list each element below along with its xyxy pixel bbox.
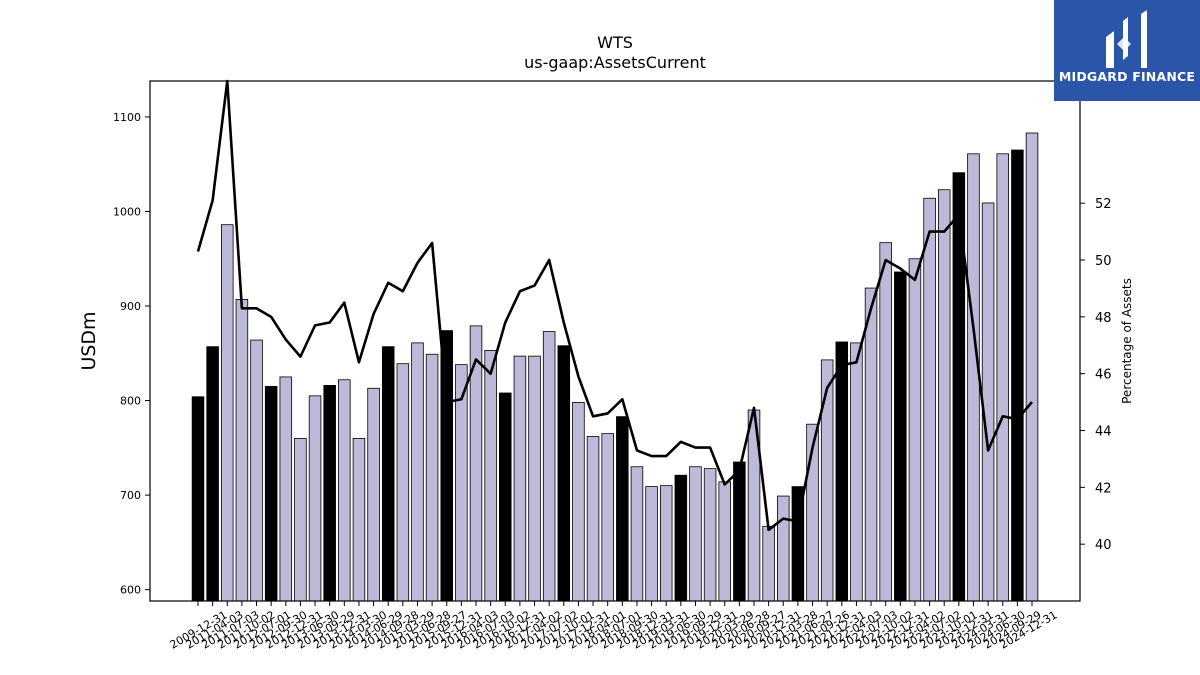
bar bbox=[659, 485, 673, 602]
y-tick-label: 600 bbox=[120, 584, 141, 597]
bar bbox=[250, 339, 263, 602]
bar bbox=[1011, 149, 1024, 602]
bar bbox=[674, 474, 688, 602]
bar bbox=[601, 433, 614, 602]
chart-title: WTS bbox=[597, 33, 633, 52]
bar bbox=[645, 486, 658, 602]
y2-tick-label: 48 bbox=[1095, 311, 1112, 326]
bar bbox=[294, 437, 307, 602]
bar bbox=[308, 395, 322, 602]
y2-tick-label: 44 bbox=[1095, 425, 1112, 440]
bar bbox=[191, 396, 205, 602]
percentage-line bbox=[196, 79, 1033, 532]
bar bbox=[981, 202, 995, 602]
y2-tick-label: 42 bbox=[1095, 481, 1112, 496]
watermark-logo: MIDGARD FINANCE bbox=[1054, 0, 1200, 101]
line-series bbox=[196, 79, 1033, 532]
bar bbox=[381, 346, 395, 602]
y-tick-label: 800 bbox=[120, 395, 141, 408]
bar bbox=[557, 345, 571, 602]
y2-tick-label: 52 bbox=[1095, 197, 1112, 212]
bar bbox=[499, 392, 512, 602]
bar bbox=[396, 363, 410, 602]
plot-frame bbox=[149, 80, 1081, 602]
bar bbox=[908, 258, 922, 602]
y2-tick-label: 50 bbox=[1095, 254, 1112, 269]
bar bbox=[542, 331, 556, 602]
bar bbox=[572, 402, 585, 602]
y-axis-label: USDm bbox=[78, 311, 100, 370]
bar bbox=[703, 468, 717, 602]
bar bbox=[762, 525, 775, 602]
bar bbox=[513, 355, 527, 602]
bar bbox=[323, 385, 336, 602]
bar bbox=[616, 416, 629, 602]
bar bbox=[996, 153, 1009, 602]
bar bbox=[864, 287, 878, 602]
y2-axis-label: Percentage of Assets bbox=[1120, 278, 1134, 404]
bar bbox=[264, 385, 278, 602]
bar bbox=[338, 379, 351, 602]
bar bbox=[820, 359, 834, 602]
bar bbox=[528, 355, 541, 602]
chart-subtitle: us-gaap:AssetsCurrent bbox=[524, 53, 706, 72]
bar bbox=[221, 224, 234, 602]
bar bbox=[937, 189, 951, 602]
logo-mark-icon bbox=[1106, 10, 1147, 68]
bar-series bbox=[191, 132, 1039, 602]
bar bbox=[894, 271, 907, 602]
y-tick-label: 700 bbox=[120, 489, 141, 502]
bar bbox=[777, 495, 790, 602]
bar bbox=[235, 298, 249, 602]
bar bbox=[850, 342, 863, 602]
bar bbox=[367, 387, 380, 602]
bar bbox=[425, 353, 439, 602]
x-axis: 2009-12-312011-04-032011-07-032011-10-02… bbox=[168, 601, 1060, 652]
watermark-text: MIDGARD FINANCE bbox=[1058, 69, 1196, 84]
bar bbox=[411, 342, 424, 602]
y2-tick-label: 46 bbox=[1095, 368, 1112, 383]
bar bbox=[586, 436, 600, 602]
bar bbox=[630, 466, 644, 602]
y-tick-label: 1100 bbox=[113, 111, 141, 124]
bar bbox=[733, 461, 746, 602]
bar bbox=[879, 242, 892, 602]
y2-tick-label: 40 bbox=[1095, 538, 1112, 553]
bar bbox=[967, 153, 980, 602]
bar bbox=[484, 350, 497, 602]
bar bbox=[718, 481, 731, 602]
y-axis-right: 40 42 44 46 48 50 52 bbox=[1080, 197, 1112, 553]
bar bbox=[1025, 132, 1039, 602]
bar bbox=[689, 466, 702, 602]
bar bbox=[923, 197, 936, 602]
bar bbox=[206, 346, 219, 602]
y-tick-label: 900 bbox=[120, 300, 141, 313]
bar bbox=[279, 376, 293, 602]
y-tick-label: 1000 bbox=[113, 205, 141, 218]
bar bbox=[835, 341, 849, 602]
bar bbox=[352, 437, 366, 602]
y-axis-left: 600 700 800 900 1000 1100 bbox=[113, 111, 150, 597]
